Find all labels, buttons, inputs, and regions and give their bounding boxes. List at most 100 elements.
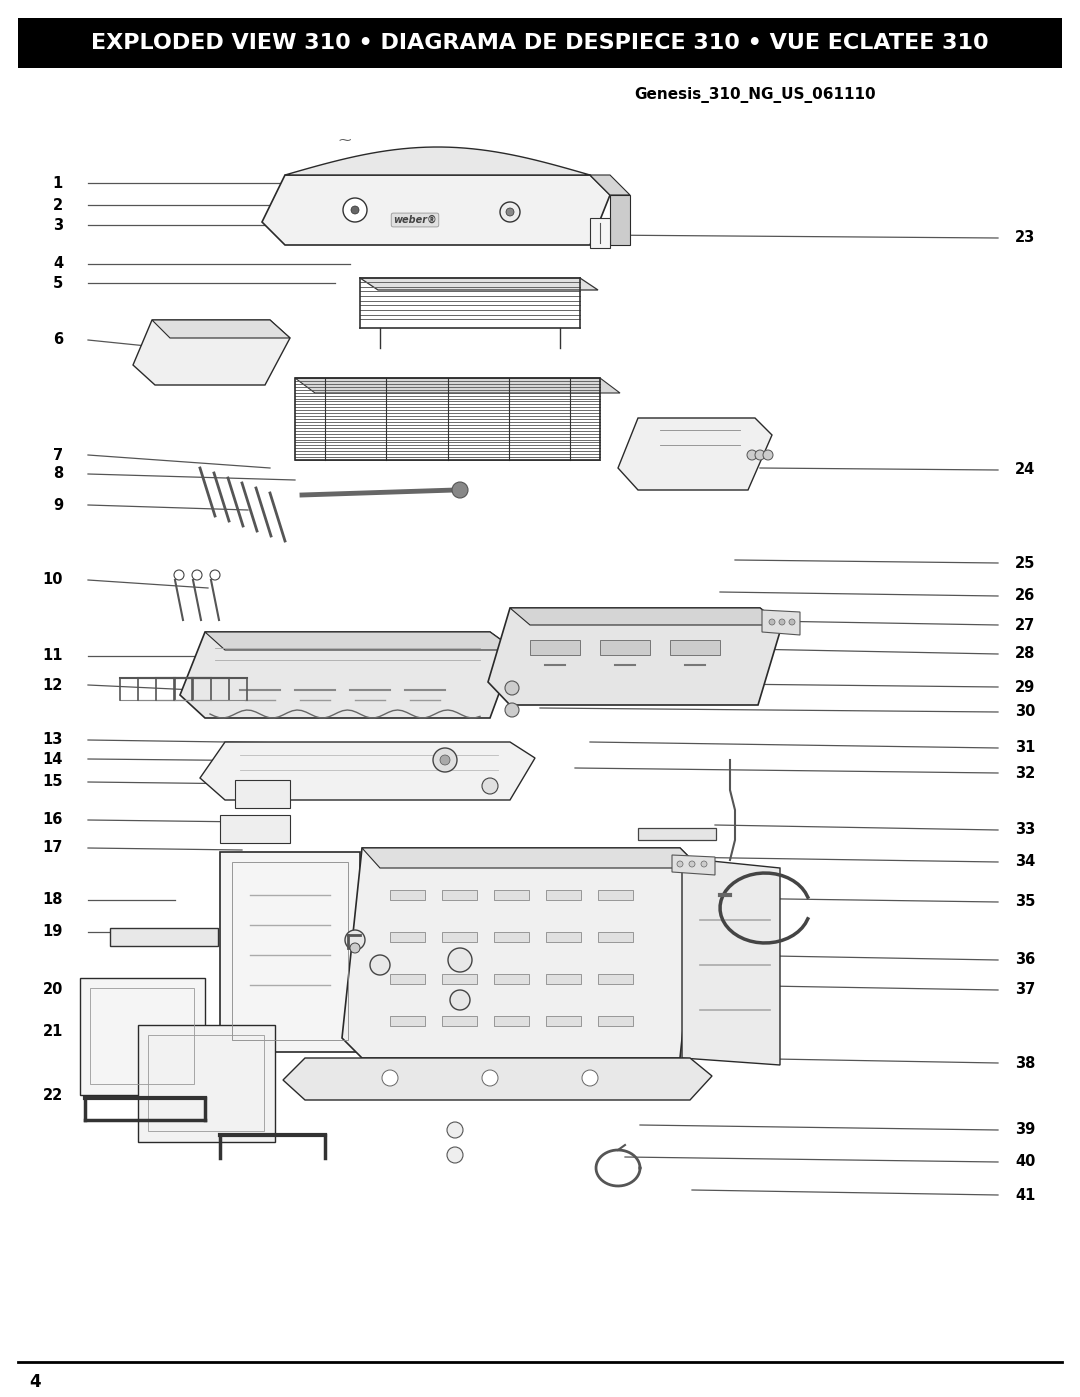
Circle shape	[505, 680, 519, 694]
Text: 18: 18	[42, 893, 63, 908]
Text: 9: 9	[53, 497, 63, 513]
Bar	[390, 1016, 426, 1025]
Bar	[442, 1016, 477, 1025]
Text: 32: 32	[1015, 766, 1036, 781]
Circle shape	[762, 450, 773, 460]
Circle shape	[351, 205, 359, 214]
Bar	[600, 640, 650, 655]
Text: 36: 36	[1015, 953, 1036, 968]
Text: 6: 6	[53, 332, 63, 348]
Polygon shape	[590, 175, 630, 196]
Text: weber®: weber®	[393, 215, 437, 225]
Bar	[390, 890, 426, 900]
Text: 28: 28	[1015, 647, 1036, 662]
Bar	[390, 974, 426, 983]
Bar	[148, 1035, 264, 1132]
Text: 39: 39	[1015, 1123, 1036, 1137]
Bar	[546, 1016, 581, 1025]
Text: 1: 1	[53, 176, 63, 190]
Text: 23: 23	[1015, 231, 1036, 246]
Polygon shape	[295, 379, 620, 393]
Text: 5: 5	[53, 275, 63, 291]
Circle shape	[448, 949, 472, 972]
Text: 12: 12	[42, 678, 63, 693]
Bar	[546, 932, 581, 942]
Text: 10: 10	[42, 573, 63, 588]
Bar	[530, 640, 580, 655]
Circle shape	[345, 930, 365, 950]
Circle shape	[689, 861, 696, 868]
Polygon shape	[110, 928, 218, 946]
Circle shape	[447, 1122, 463, 1139]
Bar	[494, 974, 529, 983]
Circle shape	[447, 1147, 463, 1162]
Polygon shape	[360, 278, 598, 291]
Circle shape	[450, 990, 470, 1010]
Bar	[494, 890, 529, 900]
Polygon shape	[342, 848, 700, 1058]
Bar	[546, 974, 581, 983]
Bar	[442, 890, 477, 900]
Circle shape	[701, 861, 707, 868]
Circle shape	[747, 450, 757, 460]
Text: 25: 25	[1015, 556, 1036, 570]
Circle shape	[440, 754, 450, 766]
Polygon shape	[205, 631, 515, 650]
Circle shape	[769, 619, 775, 624]
Circle shape	[370, 956, 390, 975]
Text: 27: 27	[1015, 617, 1036, 633]
Text: 24: 24	[1015, 462, 1036, 478]
Circle shape	[677, 861, 683, 868]
Text: 31: 31	[1015, 740, 1036, 756]
Polygon shape	[152, 320, 291, 338]
Text: 34: 34	[1015, 855, 1036, 869]
Text: EXPLODED VIEW 310 • DIAGRAMA DE DESPIECE 310 • VUE ECLATEE 310: EXPLODED VIEW 310 • DIAGRAMA DE DESPIECE…	[91, 34, 989, 53]
Circle shape	[482, 778, 498, 793]
Circle shape	[507, 208, 514, 217]
Text: 4: 4	[53, 257, 63, 271]
Text: 7: 7	[53, 447, 63, 462]
Bar	[220, 814, 291, 842]
Circle shape	[505, 703, 519, 717]
Bar	[494, 1016, 529, 1025]
Text: 8: 8	[53, 467, 63, 482]
Circle shape	[789, 619, 795, 624]
Text: ⁓: ⁓	[339, 134, 351, 147]
Text: 19: 19	[42, 925, 63, 940]
Text: Genesis_310_NG_US_061110: Genesis_310_NG_US_061110	[634, 87, 876, 103]
Text: 20: 20	[42, 982, 63, 997]
Circle shape	[192, 570, 202, 580]
Polygon shape	[80, 978, 205, 1095]
Circle shape	[433, 747, 457, 773]
Polygon shape	[488, 608, 782, 705]
Bar	[232, 862, 348, 1039]
Polygon shape	[180, 631, 515, 718]
Text: 37: 37	[1015, 982, 1036, 997]
Text: 15: 15	[42, 774, 63, 789]
Polygon shape	[262, 175, 610, 244]
Text: 17: 17	[42, 841, 63, 855]
Text: 35: 35	[1015, 894, 1036, 909]
Circle shape	[210, 570, 220, 580]
Bar	[598, 1016, 633, 1025]
Text: 13: 13	[42, 732, 63, 747]
Circle shape	[382, 1070, 399, 1085]
Polygon shape	[133, 320, 291, 386]
Text: 11: 11	[42, 648, 63, 664]
Circle shape	[343, 198, 367, 222]
Polygon shape	[283, 1058, 712, 1099]
Bar	[90, 988, 194, 1084]
Polygon shape	[510, 608, 782, 624]
Text: 22: 22	[43, 1087, 63, 1102]
Polygon shape	[762, 610, 800, 636]
Text: 40: 40	[1015, 1154, 1036, 1169]
Bar	[670, 640, 720, 655]
Text: 29: 29	[1015, 679, 1036, 694]
Text: 41: 41	[1015, 1187, 1036, 1203]
Polygon shape	[200, 742, 535, 800]
Text: 38: 38	[1015, 1056, 1036, 1070]
Circle shape	[350, 943, 360, 953]
Polygon shape	[672, 855, 715, 875]
Text: 16: 16	[42, 813, 63, 827]
Text: 14: 14	[42, 752, 63, 767]
